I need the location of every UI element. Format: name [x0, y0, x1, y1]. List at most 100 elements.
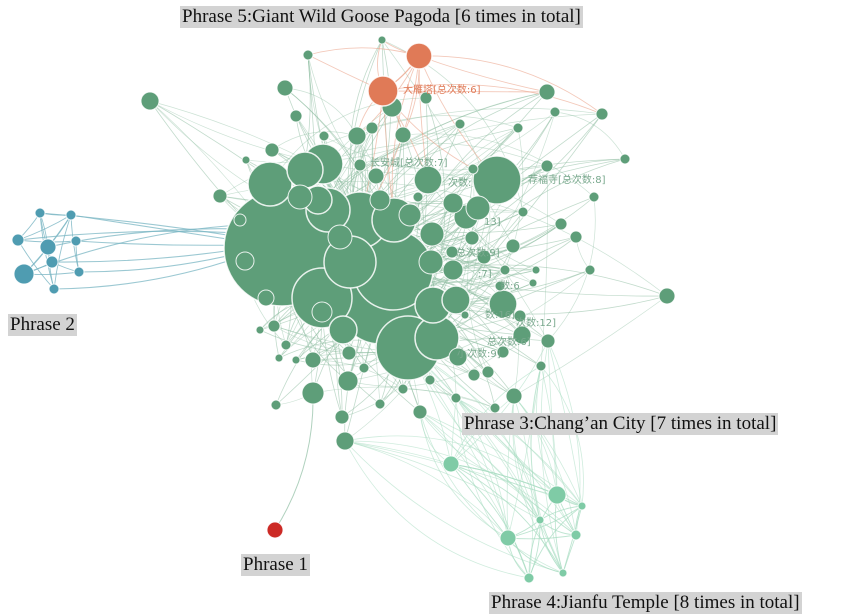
- node-main: [257, 289, 275, 307]
- node-main: [318, 130, 330, 142]
- edge-phrase-4: [419, 411, 452, 465]
- node-main: [241, 155, 251, 165]
- node-main: [347, 126, 367, 146]
- node-phrase-2: [45, 255, 59, 269]
- edge-phrase-2-bridge: [17, 230, 241, 241]
- node-main: [286, 151, 324, 189]
- node-main: [418, 249, 444, 275]
- edge: [269, 97, 427, 185]
- node-main: [517, 206, 529, 218]
- node-label-9a: 总次数:9]: [456, 246, 500, 259]
- node-main: [397, 383, 409, 395]
- node-main: [505, 238, 521, 254]
- node-main: [419, 221, 445, 247]
- node-main: [276, 79, 294, 97]
- node-main: [302, 49, 314, 61]
- node-main: [334, 409, 350, 425]
- node-main: [140, 91, 160, 111]
- node-main: [442, 192, 464, 214]
- node-main: [528, 278, 538, 288]
- node-main: [442, 259, 464, 281]
- node-main: [412, 404, 428, 420]
- node-phrase-2: [11, 233, 25, 247]
- node-phrase-2: [48, 283, 60, 295]
- edge-phrase-2-bridge: [39, 212, 241, 238]
- node-main: [569, 230, 583, 244]
- node-main: [337, 370, 359, 392]
- node-main: [584, 264, 596, 276]
- node-main: [311, 301, 333, 323]
- edge-phrase-4: [344, 440, 577, 536]
- node-main: [327, 224, 353, 250]
- node-phrase-2: [34, 207, 46, 219]
- node-main: [531, 265, 541, 275]
- node-label-12: 次数:12]: [516, 316, 556, 329]
- node-main: [505, 387, 523, 405]
- node-main: [369, 189, 391, 211]
- node-phrase-4: [499, 529, 517, 547]
- node-phrase-5: [367, 75, 399, 107]
- edge-phrase-4: [450, 365, 542, 465]
- node-phrase-4: [523, 572, 535, 584]
- node-main: [304, 351, 322, 369]
- node-main: [280, 339, 292, 351]
- node-main: [287, 184, 313, 210]
- node-main: [496, 345, 510, 359]
- edge-phrase-4: [344, 440, 530, 579]
- edge-phrase-2-bridge: [51, 248, 241, 263]
- node-main: [247, 161, 293, 207]
- edge-phrase-4: [419, 411, 564, 574]
- node-main: [212, 188, 228, 204]
- edge-phrase-4: [344, 440, 541, 521]
- edge: [347, 269, 591, 382]
- edge: [371, 115, 519, 129]
- edge-phrase-4: [450, 340, 549, 465]
- edge: [402, 133, 595, 198]
- node-label-jianfusi: 荐福寺[总次数:8]: [528, 173, 606, 186]
- edge-phrase-4: [536, 365, 577, 536]
- edge-phrase-4: [530, 365, 542, 521]
- edge-phrase-5: [418, 55, 603, 115]
- edge: [451, 251, 537, 275]
- node-phrase-4: [442, 455, 460, 473]
- node-main: [465, 195, 491, 221]
- node-layer: [11, 35, 676, 584]
- node-main: [335, 431, 355, 451]
- node-main: [467, 368, 481, 382]
- edge-phrase-2-bridge: [47, 228, 241, 248]
- node-main: [512, 122, 524, 134]
- edge-phrase-4: [450, 463, 564, 574]
- edge: [513, 295, 668, 397]
- node-label-6a: 数:6: [500, 279, 520, 292]
- node-main: [450, 392, 462, 404]
- node-main: [489, 402, 501, 414]
- edge: [317, 91, 548, 201]
- edge: [359, 164, 562, 225]
- node-main: [448, 347, 468, 367]
- node-main: [494, 280, 506, 292]
- edge-phrase-4: [513, 395, 583, 507]
- node-phrase-2: [39, 238, 57, 256]
- node-main: [255, 325, 265, 335]
- edge: [323, 135, 474, 171]
- edge-phrase-4: [450, 397, 457, 465]
- node-main: [419, 91, 433, 105]
- edge: [417, 168, 474, 198]
- node-main: [377, 35, 387, 45]
- node-label-7: :7]: [478, 269, 492, 280]
- node-main: [374, 398, 386, 410]
- edge: [359, 113, 603, 166]
- edge-phrase-4: [512, 395, 541, 521]
- edge-phrase-2-bridge: [70, 214, 241, 242]
- node-main: [512, 325, 532, 345]
- node-main: [540, 159, 554, 173]
- node-phrase-4: [577, 501, 587, 511]
- edge-phrase-4: [506, 395, 515, 539]
- phrase-2-caption: Phrase 2: [8, 314, 77, 336]
- node-phrase-4: [547, 485, 567, 505]
- edge-phrase-4: [450, 463, 509, 539]
- edge-phrase-5: [382, 83, 603, 115]
- edge-phrase-4: [562, 505, 583, 574]
- node-main: [328, 315, 358, 345]
